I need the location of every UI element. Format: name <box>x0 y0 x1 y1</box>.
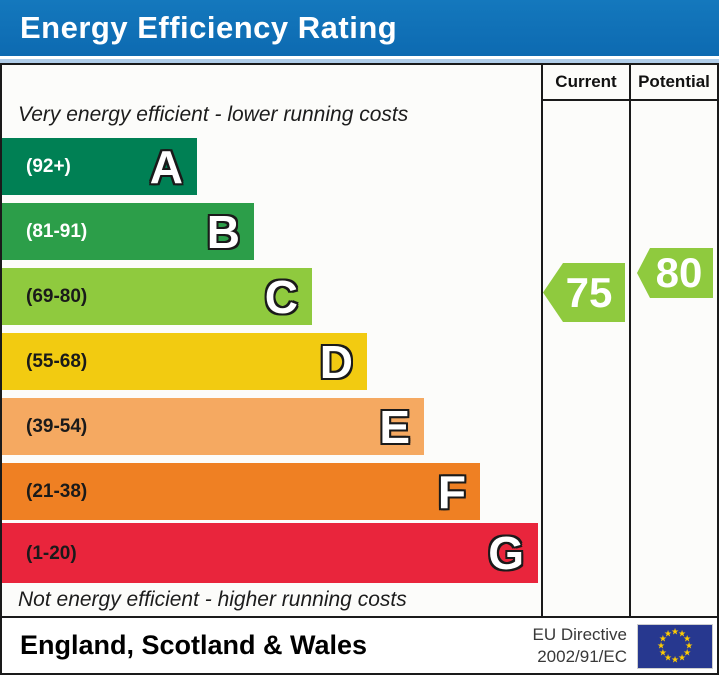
column-header-current: Current <box>555 72 617 91</box>
eu-directive-line2: 2002/91/EC <box>537 646 627 666</box>
band-g: (1-20) G <box>2 523 538 583</box>
band-d-letter: D <box>319 335 353 388</box>
title-bar-accent-line <box>0 59 719 63</box>
eu-star-icon: ★ <box>658 647 667 658</box>
band-d-range-label: (55-68) <box>26 351 88 372</box>
eu-star-icon: ★ <box>663 628 673 639</box>
band-a-letter: A <box>149 140 183 193</box>
footer: England, Scotland & Wales EU Directive 2… <box>2 618 717 673</box>
column-divider-current <box>541 65 543 618</box>
band-g-letter: G <box>488 527 524 579</box>
band-b-letter: B <box>206 205 240 258</box>
column-header-potential: Potential <box>638 72 710 91</box>
current-rating-arrow: 75 <box>543 263 625 322</box>
eu-star-icon: ★ <box>684 640 694 651</box>
band-g-range-label: (1-20) <box>26 542 77 564</box>
band-e-letter: E <box>379 400 410 453</box>
eu-star-icon: ★ <box>670 654 680 665</box>
eu-directive-label: EU Directive 2002/91/EC <box>533 618 627 673</box>
potential-rating-arrow: 80 <box>637 248 713 298</box>
band-a-range-label: (92+) <box>26 156 71 177</box>
band-b: (81-91) B <box>2 203 254 260</box>
eu-directive-line1: EU Directive <box>532 625 627 645</box>
band-a: (92+) A <box>2 138 197 195</box>
band-f: (21-38) F <box>2 463 480 520</box>
title-bar: Energy Efficiency Rating <box>0 0 719 56</box>
eu-flag-icon: ★ ★ ★ ★ ★ ★ ★ ★ ★ ★ ★ ★ <box>637 624 713 669</box>
current-rating-value: 75 <box>565 268 613 316</box>
band-d: (55-68) D <box>2 333 367 390</box>
band-f-letter: F <box>437 465 466 518</box>
eu-star-icon: ★ <box>656 640 666 651</box>
rating-table: Current Potential Very energy efficient … <box>0 63 719 675</box>
band-b-range-label: (81-91) <box>26 221 88 242</box>
band-e-range-label: (39-54) <box>26 416 88 437</box>
top-caption: Very energy efficient - lower running co… <box>18 103 409 126</box>
eu-star-icon: ★ <box>683 633 692 644</box>
band-f-range-label: (21-38) <box>26 481 88 502</box>
potential-rating-value: 80 <box>655 249 703 296</box>
column-divider-potential <box>629 65 631 618</box>
band-c-letter: C <box>264 270 298 323</box>
band-c-range-label: (69-80) <box>26 286 88 307</box>
eu-star-icon: ★ <box>677 628 687 639</box>
page-title: Energy Efficiency Rating <box>20 10 398 45</box>
footer-divider <box>2 616 717 618</box>
eu-star-icon: ★ <box>658 633 667 644</box>
eu-star-icon: ★ <box>683 647 692 658</box>
column-header-divider <box>541 99 717 101</box>
region-label: England, Scotland & Wales <box>20 630 368 660</box>
eu-star-icon: ★ <box>677 652 687 663</box>
band-c: (69-80) C <box>2 268 312 325</box>
eu-star-icon: ★ <box>663 652 673 663</box>
bottom-caption: Not energy efficient - higher running co… <box>18 588 407 611</box>
eu-star-icon: ★ <box>670 626 680 637</box>
band-e: (39-54) E <box>2 398 424 455</box>
